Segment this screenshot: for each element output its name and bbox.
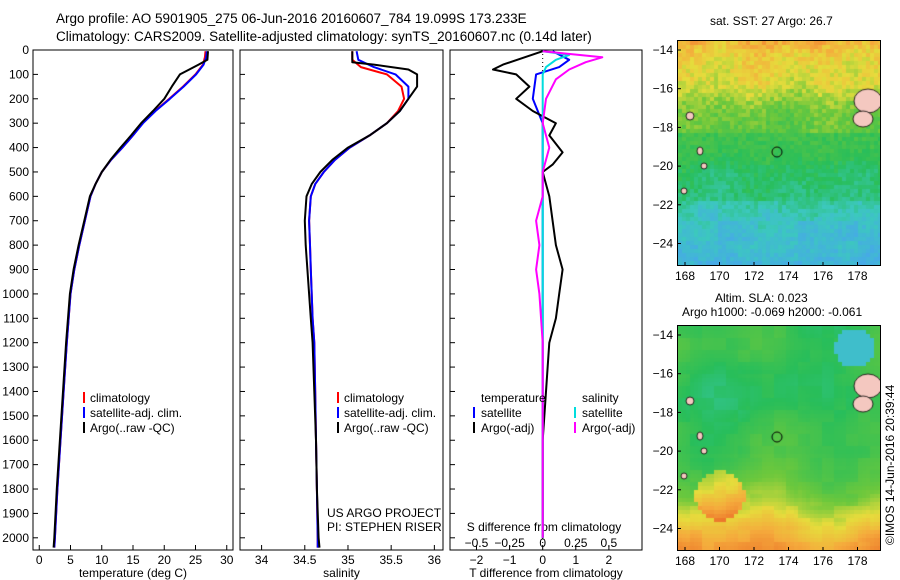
profile-title: Argo profile: AO 5901905_275 06-Jun-2016… <box>56 11 527 26</box>
y-tick-label: 300 <box>9 116 29 130</box>
x-tick-label: 0 <box>36 553 43 567</box>
y-tick-label: 1100 <box>3 311 29 325</box>
y-tick-label: 500 <box>9 165 29 179</box>
x-tick-label: 30 <box>220 553 234 567</box>
temperature-chart: 0 5 10 15 20 25 30 temperature (deg C) 0 100 200 30… <box>2 43 233 580</box>
x-tick-label: 36 <box>428 553 442 567</box>
x-tick-label: 1 <box>572 553 579 567</box>
series-satellite-adj-clim- <box>53 51 208 548</box>
x-tick-label: −2 <box>470 553 484 567</box>
sst-map <box>677 40 881 266</box>
series-argo-raw-qc- <box>303 51 419 548</box>
x-axis-label: temperature (deg C) <box>79 566 187 580</box>
sla-map-title: Altim. SLA: 0.023 <box>715 291 808 305</box>
legend-title: temperature <box>481 391 546 405</box>
legend-title: salinity <box>582 391 619 405</box>
sla-map <box>677 325 881 551</box>
x-tick-label: 35.5 <box>379 553 403 567</box>
y-tick-label: 200 <box>9 92 29 106</box>
top-tick-label: −0.5 <box>465 536 489 550</box>
series-temperature-satellite <box>531 50 571 538</box>
project-label: US ARGO PROJECT <box>327 506 442 520</box>
legend-label: Argo(..raw -QC) <box>344 421 429 435</box>
legend-label: satellite-adj. clim. <box>90 406 182 420</box>
y-tick-label: 1000 <box>2 287 29 301</box>
top-tick-label: 0.5 <box>601 536 618 550</box>
x-tick-label: 0 <box>539 553 546 567</box>
salinity-frame <box>239 49 444 551</box>
y-tick-label: 800 <box>9 238 29 252</box>
top-tick-label: 0.25 <box>564 536 588 550</box>
series-salinity-argo-adj- <box>535 50 604 538</box>
y-tick-label: 1800 <box>2 482 29 496</box>
x-tick-label: 10 <box>95 553 109 567</box>
series-climatology <box>53 51 207 548</box>
legend-label: satellite-adj. clim. <box>344 406 436 420</box>
differences-chart: −2 −1 0 1 2T difference from climatology −0.5… <box>449 49 643 580</box>
series-climatology <box>308 51 406 548</box>
climatology-title: Climatology: CARS2009. Satellite-adjuste… <box>56 29 592 44</box>
x-tick-label: 34.5 <box>293 553 317 567</box>
legend-label: satellite <box>582 406 623 420</box>
y-tick-label: 2000 <box>2 531 29 545</box>
x-tick-label: 5 <box>67 553 74 567</box>
x-tick-label: 20 <box>158 553 172 567</box>
top-tick-label: −0.25 <box>494 536 525 550</box>
x-tick-label: −1 <box>503 553 517 567</box>
x-tick-label: 35 <box>341 553 355 567</box>
legend-label: Argo(-adj) <box>582 421 635 435</box>
legend-label: satellite <box>481 406 522 420</box>
y-tick-label: 400 <box>9 141 29 155</box>
y-tick-label: 700 <box>9 214 29 228</box>
series-satellite-adj-clim- <box>308 51 410 548</box>
series-argo-raw-qc- <box>52 51 209 548</box>
sla-map-subtitle: Argo h1000: -0.069 h2000: -0.061 <box>682 305 863 319</box>
x-tick-label: 2 <box>606 553 613 567</box>
x-axis-label: T difference from climatology <box>469 566 623 580</box>
y-tick-label: 1700 <box>2 458 29 472</box>
x-tick-label: 34 <box>255 553 269 567</box>
y-tick-label: 900 <box>9 263 29 277</box>
x-tick-label: 15 <box>126 553 140 567</box>
series-temperature-argo-adj- <box>492 50 564 538</box>
legend-label: climatology <box>344 391 404 405</box>
top-tick-label: 0 <box>539 536 546 550</box>
legend-label: Argo(..raw -QC) <box>90 421 175 435</box>
differences-frame <box>449 49 643 551</box>
y-tick-label: 1500 <box>2 409 29 423</box>
y-tick-label: 1600 <box>2 433 29 447</box>
y-tick-label: 600 <box>9 189 29 203</box>
y-tick-label: 100 <box>9 67 29 81</box>
x-tick-label: 25 <box>189 553 203 567</box>
y-tick-label: 0 <box>22 43 29 57</box>
imos-stamp: ©IMOS 14-Jun-2016 20:39:44 <box>883 384 897 545</box>
legend-label: climatology <box>90 391 150 405</box>
sst-map-title: sat. SST: 27 Argo: 26.7 <box>710 14 833 28</box>
y-tick-label: 1400 <box>2 384 29 398</box>
y-tick-label: 1900 <box>2 506 29 520</box>
temperature-frame <box>32 49 234 551</box>
y-tick-label: 1200 <box>2 336 29 350</box>
top-axis-label: S difference from climatology <box>467 520 622 534</box>
legend-label: Argo(-adj) <box>481 421 534 435</box>
salinity-chart: 34 34.5 35 35.5 36 salinity climatologysatelli… <box>239 49 444 580</box>
pi-label: PI: STEPHEN RISER <box>327 520 442 534</box>
x-axis-label: salinity <box>323 566 360 580</box>
y-tick-label: 1300 <box>2 360 29 374</box>
